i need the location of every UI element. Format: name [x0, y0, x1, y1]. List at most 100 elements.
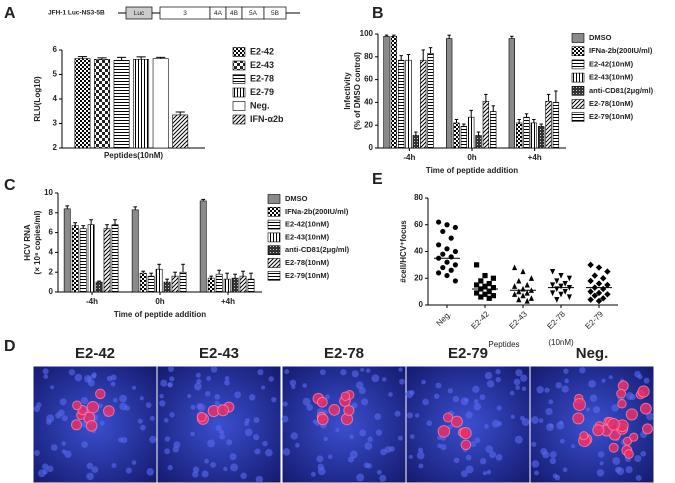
nucleus: [409, 390, 415, 396]
nucleus: [571, 444, 576, 449]
nucleus: [625, 465, 633, 474]
bar: [152, 58, 169, 149]
nucleus: [289, 379, 297, 387]
legend-label: E2-79(10nM): [589, 112, 634, 121]
nucleus: [58, 409, 65, 417]
nucleus: [406, 412, 413, 419]
nucleus: [197, 403, 206, 412]
nucleus: [90, 373, 97, 379]
nucleus: [484, 371, 493, 380]
nucleus: [99, 420, 105, 426]
y-tick-label: 4: [53, 94, 58, 103]
legend-swatch: [571, 33, 585, 43]
nucleus: [68, 369, 76, 376]
point: [452, 224, 458, 231]
legend-label: E2-79(10nM): [285, 271, 330, 280]
point: [490, 285, 496, 291]
nucleus: [531, 441, 537, 447]
nucleus: [194, 382, 202, 391]
bar: [147, 275, 155, 293]
nucleus: [190, 431, 195, 437]
panel-label: A: [4, 5, 16, 22]
nucleus: [240, 472, 247, 479]
nucleus: [418, 447, 424, 453]
point: [595, 297, 603, 305]
point: [550, 282, 556, 289]
nucleus: [643, 377, 650, 384]
point: [528, 295, 534, 301]
nucleus: [437, 443, 442, 448]
infected-cell: [629, 432, 639, 442]
nucleus: [435, 382, 442, 389]
bar: [516, 122, 523, 149]
legend-swatch: [571, 59, 585, 70]
point: [490, 275, 496, 281]
y-tick-label: 6: [49, 228, 54, 237]
nucleus: [375, 429, 383, 436]
nucleus: [290, 432, 298, 440]
nucleus: [554, 474, 561, 481]
nucleus: [410, 434, 415, 439]
infected-cell: [616, 388, 627, 399]
infected-cell: [217, 404, 229, 417]
legend-swatch: [571, 46, 585, 57]
point: [550, 268, 556, 275]
image-label: E2-78: [324, 345, 364, 362]
nucleus: [204, 390, 211, 397]
nucleus: [546, 423, 555, 432]
nucleus: [474, 437, 481, 444]
infected-cell: [642, 423, 653, 435]
nucleus: [46, 465, 54, 473]
nucleus: [646, 412, 654, 421]
nucleus: [388, 392, 393, 397]
point: [512, 291, 518, 297]
x-tick-label: E2-79: [583, 309, 605, 331]
legend-swatch: [232, 47, 246, 57]
point: [587, 296, 594, 303]
nucleus: [538, 418, 544, 423]
nucleus: [465, 465, 474, 474]
nucleus: [399, 378, 405, 385]
bar: [63, 208, 71, 293]
nucleus: [530, 416, 539, 424]
bar: [207, 277, 215, 293]
nucleus: [447, 388, 453, 394]
nucleus: [555, 382, 562, 389]
infected-cell: [340, 391, 351, 401]
point: [512, 264, 518, 271]
nucleus: [473, 399, 479, 404]
x-tick-label: -4h: [86, 297, 98, 306]
image-label: E2-42: [75, 345, 115, 362]
bar: [231, 277, 239, 293]
nucleus: [159, 400, 166, 407]
nucleus: [219, 433, 225, 440]
bar: [412, 135, 420, 149]
legend-swatch: [571, 112, 585, 122]
point: [604, 268, 611, 275]
infected-cell: [85, 420, 98, 432]
nucleus: [80, 397, 89, 405]
panel-label: D: [4, 338, 16, 355]
nucleus: [495, 453, 503, 461]
nucleus: [61, 441, 67, 446]
y-tick-label: 40: [414, 247, 423, 256]
nucleus: [579, 367, 586, 374]
nucleus: [489, 451, 497, 459]
y-axis-label: RLU(Log10): [33, 76, 42, 122]
infected-cell: [624, 449, 634, 459]
point: [452, 248, 458, 255]
nucleus: [106, 375, 113, 382]
nucleus: [169, 376, 175, 382]
bar: [111, 224, 119, 293]
nucleus: [491, 419, 500, 428]
y-tick-label: 100: [360, 29, 374, 38]
legend-swatch: [232, 74, 246, 84]
point: [520, 292, 526, 299]
nucleus: [226, 439, 233, 446]
nucleus: [164, 436, 171, 442]
point: [482, 272, 488, 279]
x-tick-label: 0h: [467, 153, 476, 162]
nucleus: [248, 394, 256, 401]
legend-label: E2-78(10nM): [589, 99, 634, 108]
nucleus: [364, 442, 373, 450]
